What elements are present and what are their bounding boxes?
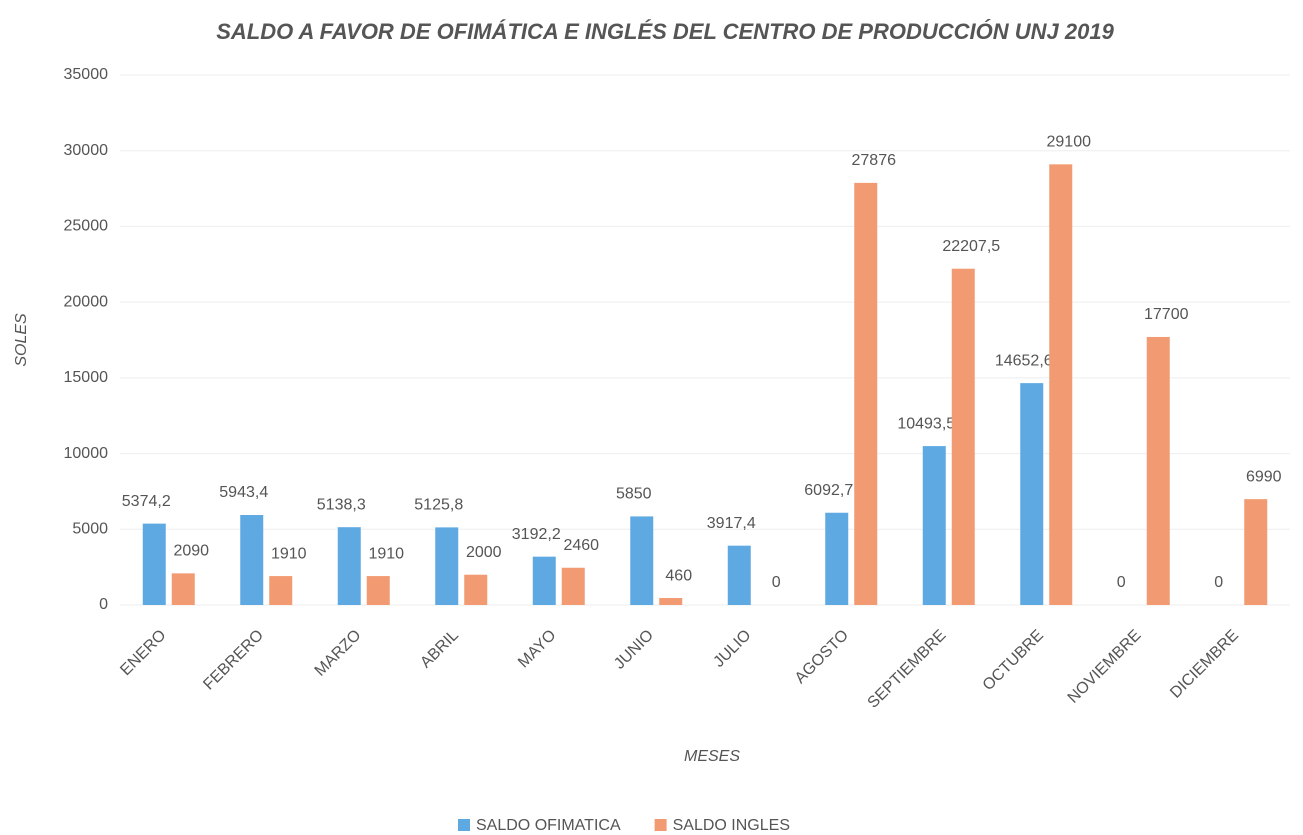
chart-title: SALDO A FAVOR DE OFIMÁTICA E INGLÉS DEL … — [216, 19, 1114, 44]
legend-label: SALDO INGLES — [673, 817, 790, 834]
bar — [951, 268, 975, 605]
bar — [922, 446, 946, 605]
data-label: 5138,3 — [317, 496, 366, 513]
x-tick-label: ENERO — [117, 627, 169, 679]
data-label: 29100 — [1047, 134, 1092, 151]
data-label: 6092,7 — [804, 482, 853, 499]
bar — [366, 576, 390, 605]
data-label: 3192,2 — [512, 526, 561, 543]
data-label: 2460 — [563, 537, 599, 554]
bar — [464, 574, 488, 605]
legend-swatch — [654, 819, 667, 831]
bar — [1020, 383, 1044, 605]
data-label: 22207,5 — [942, 238, 1000, 255]
y-tick-label: 30000 — [64, 142, 109, 159]
y-axis-label: SOLES — [13, 313, 30, 367]
data-label: 14652,6 — [995, 352, 1053, 369]
y-tick-label: 5000 — [72, 521, 108, 538]
bar — [1146, 336, 1170, 605]
bar — [240, 514, 264, 605]
bar — [854, 182, 878, 605]
data-label: 27876 — [852, 152, 897, 169]
bar — [142, 523, 166, 605]
y-tick-label: 10000 — [64, 445, 109, 462]
x-tick-label: MARZO — [312, 627, 365, 680]
data-label: 10493,5 — [897, 415, 955, 432]
bar — [1049, 164, 1073, 606]
data-label: 2000 — [466, 544, 502, 561]
bar — [561, 567, 585, 605]
x-tick-label: SEPTIEMBRE — [865, 627, 950, 712]
bar — [269, 576, 293, 605]
y-tick-label: 35000 — [64, 66, 109, 83]
data-label: 6990 — [1246, 468, 1282, 485]
bar — [337, 527, 361, 605]
x-tick-label: AGOSTO — [792, 627, 852, 687]
x-tick-label: FEBRERO — [200, 627, 267, 694]
data-label: 0 — [772, 574, 781, 591]
x-tick-label: OCTUBRE — [980, 627, 1047, 694]
bar — [532, 556, 556, 605]
y-tick-label: 20000 — [64, 293, 109, 310]
y-tick-label: 25000 — [64, 218, 109, 235]
x-axis-label: MESES — [684, 748, 740, 765]
data-label: 1910 — [271, 545, 307, 562]
data-label: 5374,2 — [122, 493, 171, 510]
data-label: 5943,4 — [219, 484, 268, 501]
bar — [171, 573, 195, 605]
data-label: 460 — [665, 567, 692, 584]
bar — [630, 516, 654, 605]
data-label: 3917,4 — [707, 515, 756, 532]
data-label: 5850 — [616, 486, 652, 503]
x-tick-label: DICIEMBRE — [1167, 627, 1242, 702]
x-tick-label: JULIO — [710, 627, 754, 671]
x-tick-label: NOVIEMBRE — [1065, 627, 1145, 707]
y-tick-label: 15000 — [64, 369, 109, 386]
bar — [825, 512, 849, 605]
x-tick-label: MAYO — [515, 627, 560, 672]
bar — [435, 527, 459, 605]
bar — [659, 598, 683, 605]
x-tick-label: ABRIL — [417, 627, 462, 672]
legend-label: SALDO OFIMATICA — [476, 817, 621, 834]
data-label: 0 — [1117, 574, 1126, 591]
data-label: 17700 — [1144, 306, 1189, 323]
bar — [727, 545, 751, 605]
data-label: 0 — [1214, 574, 1223, 591]
data-label: 5125,8 — [414, 497, 463, 514]
data-label: 2090 — [173, 543, 209, 560]
data-label: 1910 — [368, 545, 404, 562]
y-tick-label: 0 — [99, 596, 108, 613]
legend-swatch — [458, 819, 470, 831]
x-tick-label: JUNIO — [611, 627, 657, 673]
bar — [1244, 499, 1268, 605]
